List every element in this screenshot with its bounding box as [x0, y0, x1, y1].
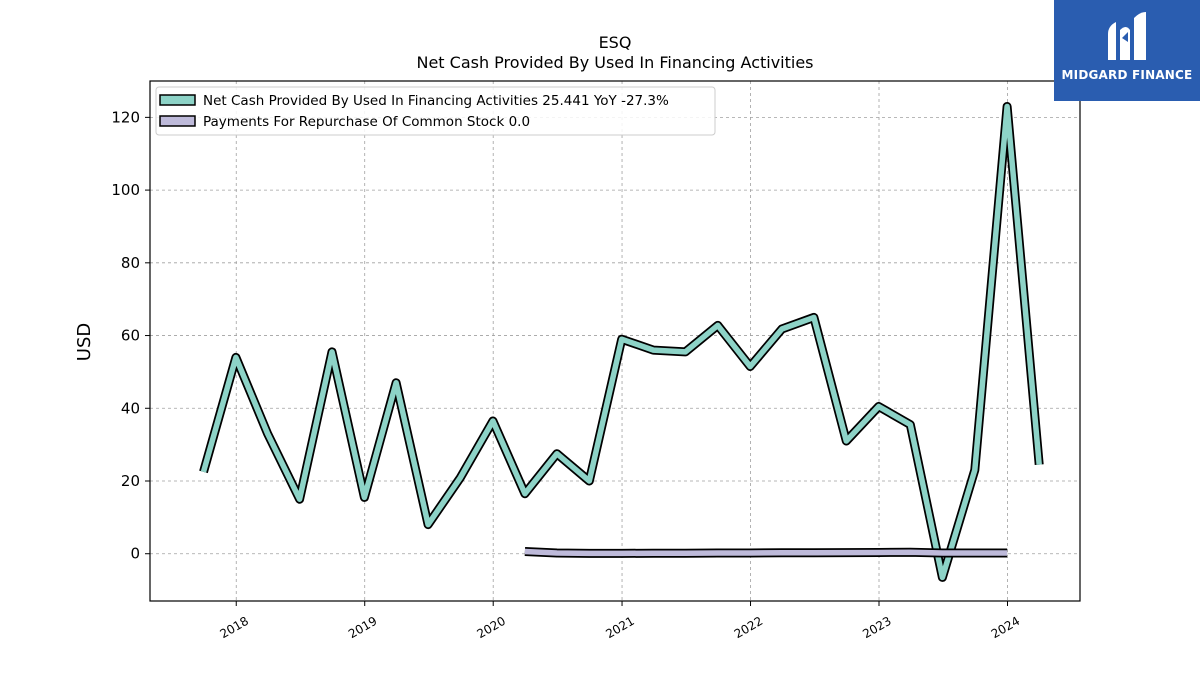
- logo-mark-icon: [1108, 12, 1146, 60]
- plot-frame: [149, 80, 1081, 602]
- x-tick-label: 2019: [346, 614, 379, 641]
- series-layer: [199, 102, 1044, 582]
- y-tick-label: 80: [121, 254, 140, 272]
- midgard-finance-logo: MIDGARD FINANCE: [1054, 0, 1200, 101]
- y-tick-label: 60: [121, 327, 140, 345]
- x-axis: 2018 2019 2020 2021 2022 2023 2024: [218, 601, 1022, 641]
- legend-swatch-1: [159, 94, 196, 106]
- x-tick-label: 2024: [989, 614, 1022, 641]
- y-tick-label: 0: [130, 545, 140, 563]
- y-tick-label: 120: [111, 108, 140, 126]
- x-tick-label: 2018: [218, 614, 251, 641]
- y-axis-label: USD: [74, 323, 95, 361]
- legend: Net Cash Provided By Used In Financing A…: [155, 86, 716, 136]
- series-line-2: [524, 548, 1008, 557]
- logo-text: MIDGARD FINANCE: [1061, 68, 1193, 82]
- legend-box: [155, 86, 716, 136]
- chart-subtitle: Net Cash Provided By Used In Financing A…: [416, 53, 813, 72]
- series-line-1: [200, 103, 1042, 581]
- legend-swatch-2: [159, 115, 196, 127]
- y-tick-label: 20: [121, 472, 140, 490]
- y-tick-label: 100: [111, 181, 140, 199]
- grid: [150, 81, 1080, 601]
- legend-label-2: Payments For Repurchase Of Common Stock …: [203, 114, 530, 130]
- y-tick-label: 40: [121, 399, 140, 417]
- x-tick-label: 2020: [474, 614, 507, 641]
- legend-label-1: Net Cash Provided By Used In Financing A…: [203, 93, 669, 109]
- x-tick-label: 2021: [603, 614, 636, 641]
- x-tick-label: 2023: [860, 614, 893, 641]
- x-tick-label: 2022: [732, 614, 765, 641]
- chart-title: ESQ: [599, 33, 632, 52]
- y-axis: 0 20 40 60 80 100 120: [111, 108, 150, 563]
